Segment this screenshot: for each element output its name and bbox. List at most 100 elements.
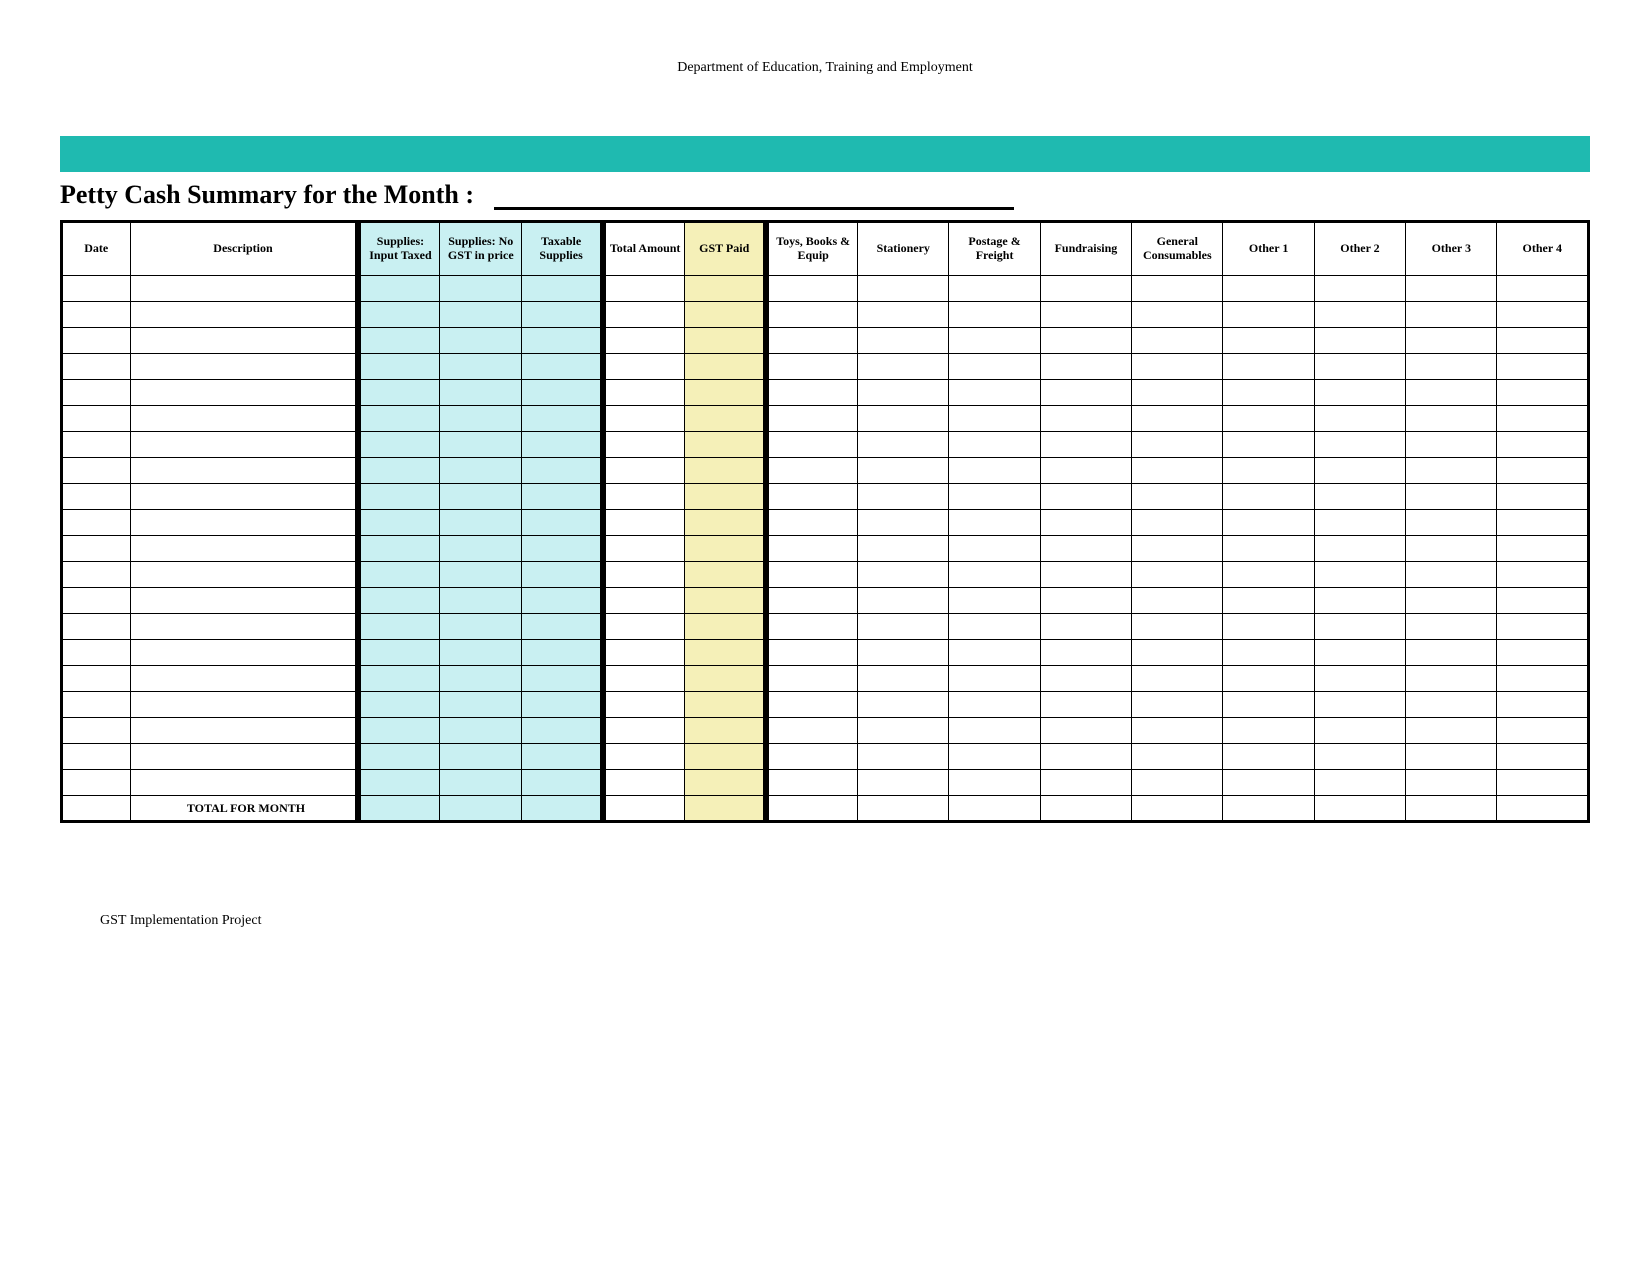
cell-stationery[interactable]: [858, 510, 949, 536]
cell-other2[interactable]: [1314, 276, 1405, 302]
cell-other2[interactable]: [1314, 536, 1405, 562]
cell-other3[interactable]: [1406, 406, 1497, 432]
cell-fundraising[interactable]: [1040, 640, 1131, 666]
cell-desc[interactable]: [130, 614, 358, 640]
cell-fundraising[interactable]: [1040, 484, 1131, 510]
cell-stationery[interactable]: [858, 744, 949, 770]
cell-fundraising[interactable]: [1040, 614, 1131, 640]
cell-other2[interactable]: [1314, 640, 1405, 666]
cell-other1[interactable]: [1223, 588, 1314, 614]
cell-gst_paid[interactable]: [685, 770, 767, 796]
cell-other4[interactable]: [1497, 640, 1589, 666]
cell-toys[interactable]: [766, 406, 857, 432]
cell-other3[interactable]: [1406, 666, 1497, 692]
cell-other1[interactable]: [1223, 744, 1314, 770]
cell-total_amt[interactable]: [603, 276, 685, 302]
cell-total_amt[interactable]: [603, 588, 685, 614]
cell-stationery[interactable]: [858, 380, 949, 406]
cell-other2[interactable]: [1314, 302, 1405, 328]
cell-sup_taxed[interactable]: [358, 718, 440, 744]
cell-gst_paid[interactable]: [685, 666, 767, 692]
cell-other2[interactable]: [1314, 484, 1405, 510]
cell-gst_paid[interactable]: [685, 302, 767, 328]
cell-postage[interactable]: [949, 406, 1040, 432]
cell-desc[interactable]: [130, 744, 358, 770]
cell-sup_taxable[interactable]: [522, 354, 604, 380]
cell-toys[interactable]: [766, 458, 857, 484]
cell-sup_nogst[interactable]: [440, 536, 522, 562]
cell-postage[interactable]: [949, 484, 1040, 510]
cell-sup_nogst[interactable]: [440, 458, 522, 484]
cell-sup_taxed[interactable]: [358, 354, 440, 380]
cell-total_amt[interactable]: [603, 744, 685, 770]
cell-sup_taxable[interactable]: [522, 276, 604, 302]
cell-other1[interactable]: [1223, 380, 1314, 406]
cell-other1[interactable]: [1223, 640, 1314, 666]
cell-fundraising[interactable]: [1040, 302, 1131, 328]
cell-desc[interactable]: [130, 354, 358, 380]
cell-fundraising[interactable]: [1040, 666, 1131, 692]
cell-sup_taxable[interactable]: [522, 770, 604, 796]
cell-fundraising[interactable]: [1040, 432, 1131, 458]
cell-stationery[interactable]: [858, 406, 949, 432]
cell-fundraising[interactable]: [1040, 328, 1131, 354]
cell-total_amt[interactable]: [603, 484, 685, 510]
cell-gst_paid[interactable]: [685, 380, 767, 406]
cell-toys[interactable]: [766, 666, 857, 692]
cell-sup_nogst[interactable]: [440, 432, 522, 458]
cell-sup_taxable[interactable]: [522, 432, 604, 458]
cell-other1[interactable]: [1223, 562, 1314, 588]
cell-gst_paid[interactable]: [685, 744, 767, 770]
cell-sup_nogst[interactable]: [440, 692, 522, 718]
cell-other4[interactable]: [1497, 302, 1589, 328]
cell-other2[interactable]: [1314, 380, 1405, 406]
cell-sup_taxable[interactable]: [522, 536, 604, 562]
cell-sup_taxed[interactable]: [358, 302, 440, 328]
cell-other1[interactable]: [1223, 276, 1314, 302]
cell-desc[interactable]: [130, 302, 358, 328]
cell-consumables[interactable]: [1132, 562, 1223, 588]
cell-desc[interactable]: [130, 380, 358, 406]
cell-date[interactable]: [62, 276, 131, 302]
cell-other4[interactable]: [1497, 328, 1589, 354]
cell-other2[interactable]: [1314, 562, 1405, 588]
cell-other1[interactable]: [1223, 536, 1314, 562]
cell-sup_nogst[interactable]: [440, 380, 522, 406]
cell-other4[interactable]: [1497, 458, 1589, 484]
cell-postage[interactable]: [949, 562, 1040, 588]
cell-fundraising[interactable]: [1040, 276, 1131, 302]
cell-postage[interactable]: [949, 588, 1040, 614]
cell-other3[interactable]: [1406, 744, 1497, 770]
cell-sup_nogst[interactable]: [440, 276, 522, 302]
cell-toys[interactable]: [766, 536, 857, 562]
cell-other2[interactable]: [1314, 744, 1405, 770]
cell-toys[interactable]: [766, 432, 857, 458]
cell-date[interactable]: [62, 380, 131, 406]
cell-consumables[interactable]: [1132, 406, 1223, 432]
cell-sup_taxed[interactable]: [358, 744, 440, 770]
cell-other1[interactable]: [1223, 666, 1314, 692]
cell-stationery[interactable]: [858, 640, 949, 666]
cell-toys[interactable]: [766, 640, 857, 666]
cell-gst_paid[interactable]: [685, 510, 767, 536]
cell-sup_nogst[interactable]: [440, 328, 522, 354]
cell-consumables[interactable]: [1132, 328, 1223, 354]
cell-toys[interactable]: [766, 588, 857, 614]
cell-other1[interactable]: [1223, 692, 1314, 718]
cell-toys[interactable]: [766, 302, 857, 328]
cell-postage[interactable]: [949, 614, 1040, 640]
cell-sup_taxable[interactable]: [522, 614, 604, 640]
cell-sup_taxed[interactable]: [358, 432, 440, 458]
cell-stationery[interactable]: [858, 432, 949, 458]
cell-consumables[interactable]: [1132, 276, 1223, 302]
cell-sup_nogst[interactable]: [440, 588, 522, 614]
cell-fundraising[interactable]: [1040, 380, 1131, 406]
cell-consumables[interactable]: [1132, 354, 1223, 380]
cell-total_amt[interactable]: [603, 562, 685, 588]
cell-total_amt[interactable]: [603, 354, 685, 380]
cell-toys[interactable]: [766, 328, 857, 354]
cell-total_amt[interactable]: [603, 380, 685, 406]
cell-date[interactable]: [62, 718, 131, 744]
cell-consumables[interactable]: [1132, 744, 1223, 770]
cell-other4[interactable]: [1497, 588, 1589, 614]
